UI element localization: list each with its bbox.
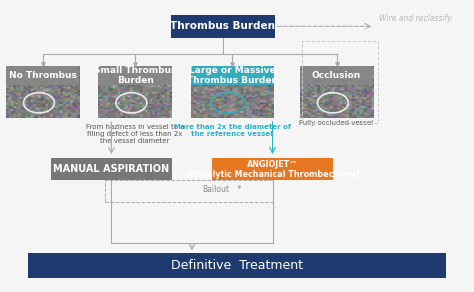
FancyBboxPatch shape <box>28 253 446 278</box>
FancyBboxPatch shape <box>212 158 333 180</box>
Text: Fully occluded vessel: Fully occluded vessel <box>300 120 374 126</box>
Text: *: * <box>237 185 241 194</box>
Text: Occlusion: Occlusion <box>312 71 361 80</box>
Text: Definitive  Treatment: Definitive Treatment <box>171 259 303 272</box>
FancyBboxPatch shape <box>300 67 373 85</box>
Text: Thrombus Burden: Thrombus Burden <box>170 21 275 31</box>
FancyBboxPatch shape <box>51 158 172 180</box>
Text: More than 2x the diameter of
the reference vessel: More than 2x the diameter of the referen… <box>174 124 291 137</box>
FancyBboxPatch shape <box>191 67 273 85</box>
FancyBboxPatch shape <box>6 67 79 85</box>
Text: MANUAL ASPIRATION: MANUAL ASPIRATION <box>54 164 169 174</box>
Text: No Thrombus: No Thrombus <box>9 71 77 80</box>
Text: Large or Massive
Thrombus Burden: Large or Massive Thrombus Burden <box>187 66 278 85</box>
Text: Small Thrombus
Burden: Small Thrombus Burden <box>94 66 176 85</box>
Text: ANGIOJET™
(Rheolytic Mechanical Thrombectomy): ANGIOJET™ (Rheolytic Mechanical Thrombec… <box>186 160 359 179</box>
FancyBboxPatch shape <box>171 15 275 38</box>
Text: Wire and reclassify: Wire and reclassify <box>379 15 452 23</box>
Text: Bailout: Bailout <box>202 185 229 194</box>
Text: From haziness in vessel to a
filing defect of less than 2x
the vessel diameter: From haziness in vessel to a filing defe… <box>86 124 184 144</box>
FancyBboxPatch shape <box>98 67 172 85</box>
